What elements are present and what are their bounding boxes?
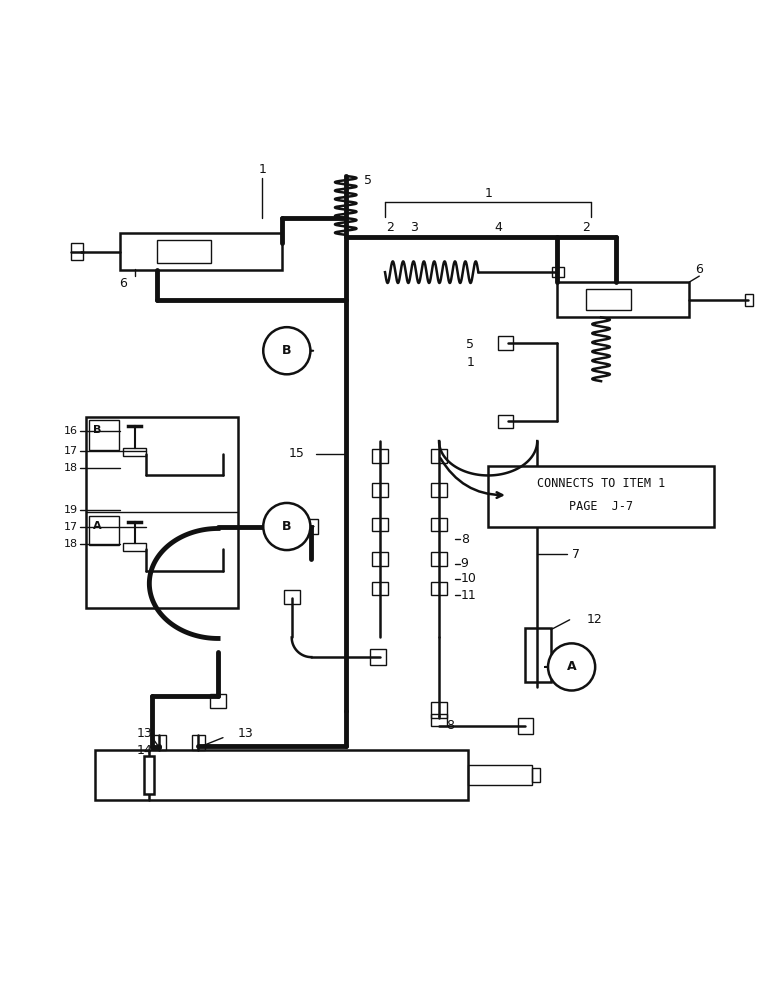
Text: 8: 8: [446, 719, 454, 732]
Text: 2: 2: [386, 221, 394, 234]
Text: B: B: [93, 425, 101, 435]
Bar: [95, 750, 469, 800]
Bar: [372, 582, 388, 595]
Bar: [157, 240, 212, 263]
Text: 1: 1: [484, 187, 492, 200]
Bar: [284, 590, 300, 604]
Bar: [533, 768, 540, 782]
Text: 17: 17: [63, 522, 78, 532]
Bar: [552, 267, 564, 277]
Bar: [432, 483, 447, 497]
Circle shape: [263, 327, 310, 374]
Bar: [90, 516, 119, 545]
Bar: [371, 649, 386, 665]
Bar: [123, 543, 147, 551]
Text: 16: 16: [63, 426, 78, 436]
Text: CONNECTS TO ITEM 1: CONNECTS TO ITEM 1: [537, 477, 665, 490]
Text: 13: 13: [137, 727, 152, 740]
Text: 8: 8: [461, 533, 469, 546]
Circle shape: [548, 643, 595, 691]
Bar: [469, 765, 533, 785]
Bar: [372, 449, 388, 463]
Text: 2: 2: [582, 221, 591, 234]
Text: 1: 1: [466, 356, 474, 369]
Text: 5: 5: [364, 174, 372, 187]
Bar: [304, 519, 318, 534]
Text: 11: 11: [461, 589, 476, 602]
Bar: [517, 718, 533, 734]
Text: 9: 9: [461, 557, 469, 570]
Circle shape: [263, 503, 310, 550]
Bar: [90, 420, 119, 450]
Text: 13: 13: [238, 727, 253, 740]
Bar: [498, 415, 513, 428]
Bar: [432, 449, 447, 463]
Text: 18: 18: [63, 539, 78, 549]
Bar: [372, 518, 388, 531]
Bar: [586, 289, 631, 310]
Bar: [432, 714, 447, 726]
Bar: [746, 294, 753, 306]
Text: B: B: [282, 344, 292, 357]
Text: 14: 14: [137, 744, 152, 757]
Text: 19: 19: [63, 505, 78, 515]
Bar: [432, 582, 447, 595]
Bar: [526, 628, 551, 682]
Text: 17: 17: [63, 446, 78, 456]
Bar: [144, 756, 154, 794]
Text: 5: 5: [466, 338, 475, 351]
Bar: [71, 243, 83, 260]
Bar: [120, 233, 282, 270]
Bar: [557, 282, 689, 317]
Text: A: A: [93, 521, 102, 531]
Text: A: A: [567, 660, 577, 673]
Bar: [152, 735, 166, 750]
Text: 18: 18: [63, 463, 78, 473]
Bar: [432, 552, 447, 566]
Text: 4: 4: [494, 221, 502, 234]
Bar: [488, 466, 714, 527]
Bar: [372, 483, 388, 497]
Bar: [210, 694, 226, 708]
Bar: [123, 448, 147, 456]
Text: 6: 6: [119, 277, 127, 290]
Text: 3: 3: [411, 221, 418, 234]
Text: B: B: [282, 520, 292, 533]
Text: 1: 1: [259, 163, 266, 176]
Text: 12: 12: [586, 613, 602, 626]
Bar: [372, 552, 388, 566]
Bar: [86, 417, 238, 608]
Text: 6: 6: [696, 263, 703, 276]
Bar: [498, 336, 513, 350]
Text: 7: 7: [571, 548, 580, 561]
Text: PAGE  J-7: PAGE J-7: [569, 500, 633, 513]
Bar: [191, 735, 205, 750]
Bar: [432, 702, 447, 718]
Text: 15: 15: [289, 447, 305, 460]
Text: 10: 10: [461, 572, 476, 585]
Bar: [432, 518, 447, 531]
